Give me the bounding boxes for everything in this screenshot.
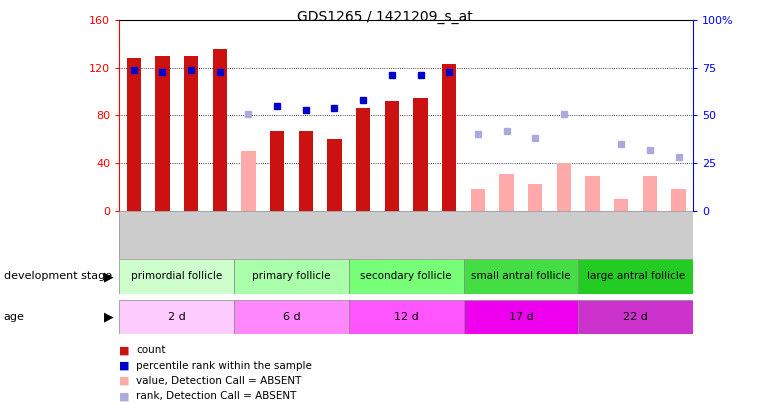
FancyBboxPatch shape xyxy=(349,300,464,334)
Text: 12 d: 12 d xyxy=(393,312,419,322)
Bar xyxy=(327,139,342,211)
Text: ■: ■ xyxy=(119,361,130,371)
FancyBboxPatch shape xyxy=(119,300,234,334)
Bar xyxy=(643,176,657,211)
Bar xyxy=(270,131,284,211)
Bar xyxy=(413,98,427,211)
Bar xyxy=(213,49,227,211)
Bar xyxy=(614,199,628,211)
Bar xyxy=(356,108,370,211)
Text: age: age xyxy=(4,312,25,322)
FancyBboxPatch shape xyxy=(578,300,693,334)
Bar xyxy=(156,56,169,211)
Bar xyxy=(528,184,542,211)
FancyBboxPatch shape xyxy=(464,259,578,294)
Text: value, Detection Call = ABSENT: value, Detection Call = ABSENT xyxy=(136,376,302,386)
Text: primordial follicle: primordial follicle xyxy=(131,271,223,281)
Text: 17 d: 17 d xyxy=(508,312,534,322)
Text: percentile rank within the sample: percentile rank within the sample xyxy=(136,361,312,371)
Bar xyxy=(585,176,600,211)
Text: rank, Detection Call = ABSENT: rank, Detection Call = ABSENT xyxy=(136,392,296,401)
Bar xyxy=(241,151,256,211)
Text: 2 d: 2 d xyxy=(168,312,186,322)
Text: ■: ■ xyxy=(119,376,130,386)
Text: 6 d: 6 d xyxy=(283,312,300,322)
Text: count: count xyxy=(136,345,166,355)
Text: small antral follicle: small antral follicle xyxy=(471,271,571,281)
Bar xyxy=(557,163,571,211)
Bar xyxy=(184,56,198,211)
Text: ▶: ▶ xyxy=(103,270,113,283)
Bar xyxy=(385,101,399,211)
FancyBboxPatch shape xyxy=(119,259,234,294)
Text: large antral follicle: large antral follicle xyxy=(587,271,685,281)
Bar xyxy=(126,58,141,211)
FancyBboxPatch shape xyxy=(234,300,349,334)
Text: ■: ■ xyxy=(119,392,130,401)
Text: secondary follicle: secondary follicle xyxy=(360,271,452,281)
Text: 22 d: 22 d xyxy=(623,312,648,322)
FancyBboxPatch shape xyxy=(119,211,693,259)
Bar xyxy=(299,131,313,211)
Text: GDS1265 / 1421209_s_at: GDS1265 / 1421209_s_at xyxy=(297,10,473,24)
FancyBboxPatch shape xyxy=(464,300,578,334)
Text: ▶: ▶ xyxy=(103,310,113,324)
FancyBboxPatch shape xyxy=(234,259,349,294)
Bar xyxy=(442,64,457,211)
Bar xyxy=(470,189,485,211)
FancyBboxPatch shape xyxy=(349,259,464,294)
Text: ■: ■ xyxy=(119,345,130,355)
Bar xyxy=(500,174,514,211)
Text: development stage: development stage xyxy=(4,271,112,281)
Bar xyxy=(671,189,686,211)
FancyBboxPatch shape xyxy=(578,259,693,294)
Text: primary follicle: primary follicle xyxy=(253,271,330,281)
